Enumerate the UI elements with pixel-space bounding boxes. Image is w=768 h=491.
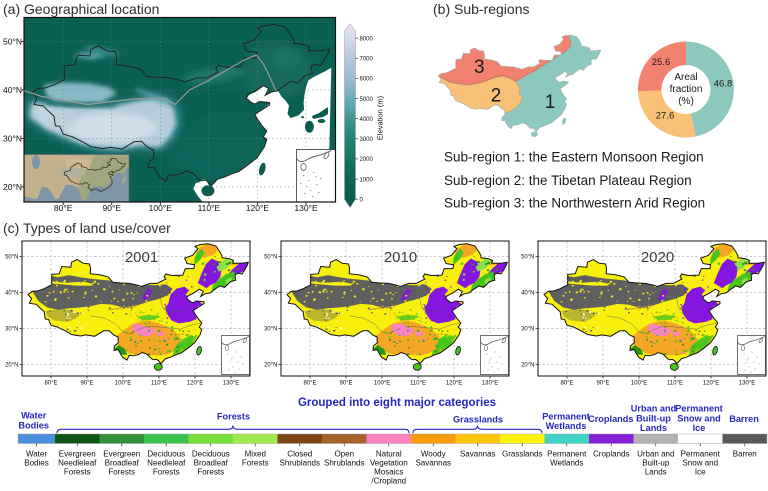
- svg-text:Elevation (m): Elevation (m): [376, 95, 385, 140]
- svg-text:Snow and: Snow and: [677, 413, 720, 423]
- svg-text:Evergreen: Evergreen: [103, 449, 140, 458]
- svg-text:Permanent: Permanent: [547, 449, 587, 458]
- svg-text:Grasslands: Grasslands: [453, 415, 503, 425]
- svg-text:8000: 8000: [360, 37, 374, 43]
- svg-text:3000: 3000: [360, 137, 374, 143]
- svg-text:Permanent: Permanent: [681, 449, 721, 458]
- svg-text:Sub-region 3: the Northwestern: Sub-region 3: the Northwestern Arid Regi…: [444, 196, 705, 211]
- svg-text:(%): (%): [678, 96, 694, 107]
- svg-text:Croplands: Croplands: [593, 449, 629, 458]
- svg-text:Savannas: Savannas: [415, 458, 451, 467]
- svg-text:80°E: 80°E: [54, 203, 73, 213]
- svg-text:2020: 2020: [641, 249, 674, 266]
- svg-text:Barren: Barren: [729, 414, 759, 424]
- svg-text:Wetlands: Wetlands: [546, 421, 587, 431]
- svg-text:Lands: Lands: [645, 467, 667, 476]
- svg-text:5000: 5000: [360, 97, 374, 103]
- svg-text:Forests: Forests: [108, 467, 135, 476]
- svg-text:1000: 1000: [360, 177, 374, 183]
- svg-text:Forests: Forests: [217, 412, 250, 422]
- svg-text:Shrublands: Shrublands: [280, 458, 320, 467]
- svg-text:Urban and: Urban and: [631, 404, 676, 414]
- svg-text:Built-up: Built-up: [642, 458, 670, 467]
- svg-text:Forests: Forests: [242, 458, 269, 467]
- svg-text:Mosaics: Mosaics: [374, 467, 403, 476]
- svg-text:Sub-region 1: the Eastern Mons: Sub-region 1: the Eastern Monsoon Region: [444, 150, 704, 165]
- svg-text:Forests: Forests: [64, 467, 91, 476]
- svg-text:Savannas: Savannas: [460, 449, 496, 458]
- svg-text:Grouped into eight major categ: Grouped into eight major categories: [298, 397, 496, 409]
- svg-text:Needleleaf: Needleleaf: [147, 458, 186, 467]
- svg-text:2000: 2000: [360, 157, 374, 163]
- svg-text:Snow and: Snow and: [682, 458, 718, 467]
- svg-text:110°E: 110°E: [198, 203, 221, 213]
- svg-text:Natural: Natural: [376, 449, 402, 458]
- svg-text:Lands: Lands: [640, 423, 667, 433]
- svg-text:130°E: 130°E: [294, 203, 318, 213]
- svg-text:100°E: 100°E: [149, 203, 173, 213]
- svg-text:Shrublands: Shrublands: [324, 458, 364, 467]
- svg-text:2001: 2001: [125, 249, 158, 266]
- svg-text:Water: Water: [21, 411, 47, 421]
- svg-text:Water: Water: [26, 449, 47, 458]
- svg-text:Croplands: Croplands: [588, 414, 633, 424]
- svg-text:Closed: Closed: [287, 449, 312, 458]
- svg-text:1: 1: [545, 92, 556, 113]
- svg-text:6000: 6000: [360, 77, 374, 83]
- svg-text:Forests: Forests: [153, 467, 180, 476]
- svg-text:(c) Types of land use/cover: (c) Types of land use/cover: [3, 220, 171, 236]
- svg-text:46.8: 46.8: [714, 79, 733, 90]
- svg-text:Vegetation: Vegetation: [370, 458, 408, 467]
- svg-text:40°N: 40°N: [3, 85, 22, 95]
- svg-text:Wetlands: Wetlands: [550, 458, 583, 467]
- svg-text:/Cropland: /Cropland: [371, 476, 406, 485]
- svg-text:Deciduous: Deciduous: [192, 449, 230, 458]
- svg-text:Bodies: Bodies: [24, 458, 48, 467]
- svg-text:Evergreen: Evergreen: [59, 449, 96, 458]
- svg-text:Ice: Ice: [693, 423, 706, 433]
- svg-text:fraction: fraction: [670, 84, 703, 95]
- svg-text:Bodies: Bodies: [18, 421, 49, 431]
- svg-text:0: 0: [360, 198, 364, 204]
- svg-text:Permanent: Permanent: [542, 412, 590, 422]
- svg-text:(b) Sub-regions: (b) Sub-regions: [433, 1, 530, 17]
- svg-text:Ice: Ice: [695, 467, 706, 476]
- svg-text:25.6: 25.6: [652, 57, 671, 68]
- svg-text:Built-up: Built-up: [636, 413, 671, 423]
- svg-text:Woody: Woody: [421, 449, 446, 458]
- svg-text:Broadleaf: Broadleaf: [194, 458, 229, 467]
- svg-text:2010: 2010: [384, 249, 417, 266]
- svg-text:4000: 4000: [360, 117, 374, 123]
- svg-text:(a) Geographical location: (a) Geographical location: [3, 1, 159, 17]
- svg-text:Sub-region 2: the Tibetan Plat: Sub-region 2: the Tibetan Plateau Region: [444, 173, 692, 188]
- svg-text:30°N: 30°N: [3, 133, 22, 143]
- svg-text:50°N: 50°N: [3, 37, 22, 47]
- svg-text:Grasslands: Grasslands: [502, 449, 542, 458]
- svg-text:90°E: 90°E: [102, 203, 121, 213]
- svg-text:27.6: 27.6: [656, 111, 675, 122]
- svg-text:Needleleaf: Needleleaf: [58, 458, 97, 467]
- svg-text:Mixed: Mixed: [245, 449, 266, 458]
- svg-text:20°N: 20°N: [3, 182, 22, 192]
- svg-text:7000: 7000: [360, 57, 374, 63]
- svg-text:Urban and: Urban and: [637, 449, 674, 458]
- svg-text:Permanent: Permanent: [675, 404, 723, 414]
- svg-text:Broadleaf: Broadleaf: [105, 458, 140, 467]
- svg-text:120°E: 120°E: [246, 203, 270, 213]
- svg-text:Forests: Forests: [197, 467, 224, 476]
- svg-text:3: 3: [474, 57, 485, 78]
- svg-text:Open: Open: [334, 449, 354, 458]
- svg-text:Areal: Areal: [674, 72, 697, 83]
- svg-text:2: 2: [491, 86, 502, 107]
- svg-text:Deciduous: Deciduous: [147, 449, 185, 458]
- svg-text:Barren: Barren: [733, 449, 757, 458]
